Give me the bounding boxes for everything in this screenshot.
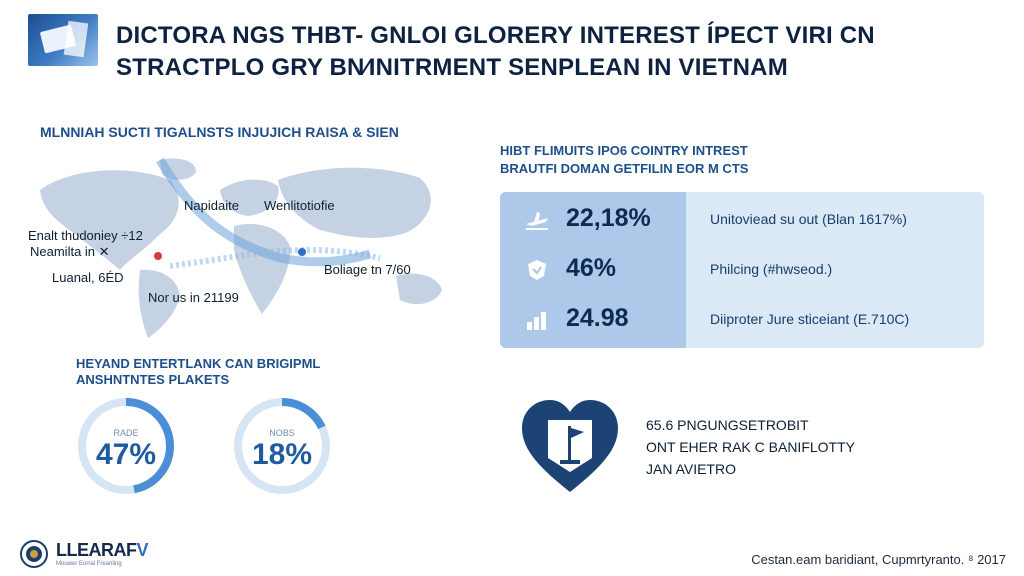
stat-row: 22,18% Unitoviead su out (Blan 1617%) <box>500 200 984 240</box>
stats-caption: HIBT FLIMUITS IPO6 COINTRY INTREST BRAUT… <box>500 142 748 178</box>
header-thumbnail-image <box>28 14 98 66</box>
brand-name-accent: V <box>136 540 149 560</box>
map-caption: MLNNIAH SUCTI TIGALNSTS INJUJICH RAISA &… <box>40 124 399 140</box>
shield-icon <box>528 260 546 280</box>
heart-panel-text: 65.6 PNGUNGSETROBIT ONT EHER RAK C BANIF… <box>646 414 855 480</box>
title-line-2: STRACTPLO GRY BN⁄INITRMENT SENPLEAN IN V… <box>116 54 788 81</box>
stat-row: 46% Philcing (#hwseod.) <box>500 250 984 290</box>
chart-icon <box>527 312 546 330</box>
percent-ring-1: RADE 47% <box>76 396 176 496</box>
map-label-luanal: Luanal, 6ÉD <box>52 270 124 285</box>
stat-description: Philcing (#hwseod.) <box>710 261 833 277</box>
brand-name-main: LLEARAF <box>56 540 137 560</box>
heart-text-line-3: JAN AVIETRO <box>646 461 736 477</box>
rings-caption-line-2: ANSHNTNTES PLAKETS <box>76 372 230 387</box>
rings-caption-line-1: HEYAND ENTERTLANK CAN BRIGIPML <box>76 356 321 371</box>
map-label-wenlitotiofie: Wenlitotiofie <box>264 198 335 213</box>
brand-tagline: Mouwer Eorral Freanling <box>56 561 122 567</box>
world-map-graphic <box>40 157 442 338</box>
stat-description: Unitoviead su out (Blan 1617%) <box>710 211 907 227</box>
stat-value: 24.98 <box>566 304 629 332</box>
stat-value: 46% <box>566 254 617 282</box>
page-title: DICTORA NGS THBT- GNLOI GLORERY INTEREST… <box>116 20 996 84</box>
stat-description: Diiproter Jure sticeiant (E.710C) <box>710 311 910 327</box>
ring-caption: NOBS <box>269 428 295 438</box>
map-label-napidaite: Napidaite <box>184 198 239 213</box>
world-map: Napidaite Wenlitotiofie Enalt thudoniey … <box>20 150 470 340</box>
map-label-boliage: Boliage tn 7/60 <box>324 262 411 277</box>
ring-caption: RADE <box>113 428 139 438</box>
heart-text-line-2: ONT EHER RAK C BANIFLOTTY <box>646 439 855 455</box>
stats-caption-line-2: BRAUTFI DOMAN GETFILIN EOR M CTS <box>500 161 749 176</box>
stat-row: 24.98 Diiproter Jure sticeiant (E.710C) <box>500 300 984 340</box>
heart-flag-icon <box>522 400 618 492</box>
title-line-1: DICTORA NGS THBT- GNLOI GLORERY INTEREST… <box>116 22 875 49</box>
stat-value: 22,18% <box>566 204 651 232</box>
plane-icon <box>526 212 548 230</box>
heart-text-line-1: 65.6 PNGUNGSETROBIT <box>646 417 809 433</box>
ring-percent: 47% <box>95 438 157 471</box>
map-label-nor-us: Nor us in 21199 <box>148 290 239 305</box>
map-label-enalt: Enalt thudoniey ÷12 <box>28 228 143 243</box>
ring-graphic <box>234 398 330 494</box>
ring-progress-arc <box>234 398 330 494</box>
stats-caption-line-1: HIBT FLIMUITS IPO6 COINTRY INTREST <box>500 143 748 158</box>
ring-percent: 18% <box>251 438 313 471</box>
ring-progress-arc <box>78 398 174 494</box>
footer-credit: Cestan.eam baridiant, Cupmrtyranto. ⁸ 20… <box>751 552 1006 567</box>
brand-name: LLEARAFV <box>56 540 148 561</box>
brand-seal-icon <box>20 540 48 568</box>
ring-graphic <box>78 398 174 494</box>
percent-ring-2: NOBS 18% <box>232 396 332 496</box>
map-label-neamilta: Neamilta in ✕ <box>30 244 110 259</box>
stats-panel: 22,18% Unitoviead su out (Blan 1617%) 46… <box>500 192 984 348</box>
rings-caption: HEYAND ENTERTLANK CAN BRIGIPML ANSHNTNTE… <box>76 356 320 388</box>
